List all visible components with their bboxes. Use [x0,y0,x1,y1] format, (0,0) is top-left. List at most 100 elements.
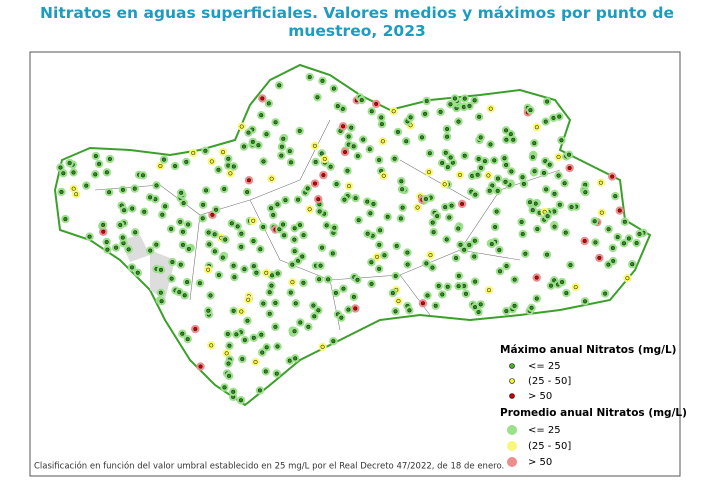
sampling-point [415,205,420,210]
sampling-point [93,172,98,177]
legend-title: Máximo anual Nitratos (mg/L) [500,344,676,356]
sampling-point [246,130,251,135]
sampling-point [462,283,467,288]
sampling-point [283,198,288,203]
sampling-point [292,226,297,231]
sampling-point [198,364,203,369]
sampling-point [292,237,297,242]
sampling-point [365,199,370,204]
sampling-point [178,262,183,267]
sampling-point [392,156,397,161]
sampling-point [210,212,215,217]
sampling-point [534,296,539,301]
sampling-point [331,86,336,91]
sampling-point [573,285,578,290]
sampling-point [375,254,380,259]
sampling-point [349,125,354,130]
sampling-point [369,281,374,286]
sampling-point [226,361,231,366]
sampling-point [231,389,236,394]
sampling-point [569,205,574,210]
sampling-point [431,230,436,235]
sampling-point [246,178,252,183]
sampling-point [158,267,164,272]
sampling-point [312,314,317,319]
sampling-point [361,137,366,142]
sampling-point [288,160,294,165]
sampling-point [120,235,125,240]
sampling-point [543,159,548,164]
sampling-point [428,253,433,258]
sampling-point [477,114,482,119]
sampling-point [301,233,306,238]
sampling-point [186,246,191,252]
sampling-point [509,169,514,174]
sampling-point [523,251,528,256]
sampling-point [613,194,618,199]
sampling-point [318,263,323,268]
sampling-point [453,255,459,261]
sampling-point [282,233,287,238]
sampling-point [346,307,351,312]
sampling-point [445,134,450,139]
sampling-point [185,279,190,285]
sampling-point [400,205,405,210]
sampling-point [502,156,507,161]
sampling-point [456,273,461,278]
sampling-point [173,164,178,169]
sampling-point [203,148,208,153]
sampling-point [367,147,372,152]
sampling-point [261,301,266,306]
sampling-point [504,162,509,168]
sampling-point [532,169,537,174]
sampling-point [456,119,461,124]
sampling-point [179,190,184,195]
sampling-point [621,241,627,246]
sampling-point [180,331,185,336]
sampling-point [319,151,324,156]
sampling-point [180,229,186,234]
sampling-point [407,308,412,313]
sampling-point [395,129,400,134]
sampling-point [206,267,211,272]
sampling-point [399,179,404,184]
sampling-point [472,254,477,259]
sampling-point [535,226,540,232]
sampling-point [160,212,165,217]
sampling-point [557,114,562,119]
sampling-point [181,201,186,206]
sampling-points [56,72,648,405]
sampling-point [224,351,229,356]
sampling-point [186,222,191,227]
sampling-point [342,150,348,155]
sampling-point [380,139,385,144]
sampling-point [390,291,395,296]
sampling-point [449,203,454,208]
sampling-point [169,226,174,232]
sampling-point [504,263,509,269]
legend-symbol [507,441,517,451]
sampling-point [433,303,438,308]
sampling-point [220,150,226,155]
sampling-point [315,95,320,100]
sampling-point [292,329,297,334]
sampling-point [253,359,258,364]
sampling-point [258,247,263,252]
map-title: Nitratos en aguas superficiales. Valores… [40,4,674,40]
sampling-point [381,173,386,178]
sampling-point [377,266,382,271]
sampling-point [472,305,478,310]
sampling-point [382,253,387,258]
sampling-point [556,173,561,178]
sampling-point [251,218,256,223]
sampling-point [339,315,344,320]
sampling-point [340,106,345,111]
sampling-point [264,270,269,275]
sampling-point [239,309,244,314]
sampling-point [567,165,572,171]
sampling-point [269,206,274,211]
sampling-point [235,224,240,229]
sampling-point [114,245,119,250]
sampling-point [159,299,164,304]
sampling-point [287,358,292,363]
